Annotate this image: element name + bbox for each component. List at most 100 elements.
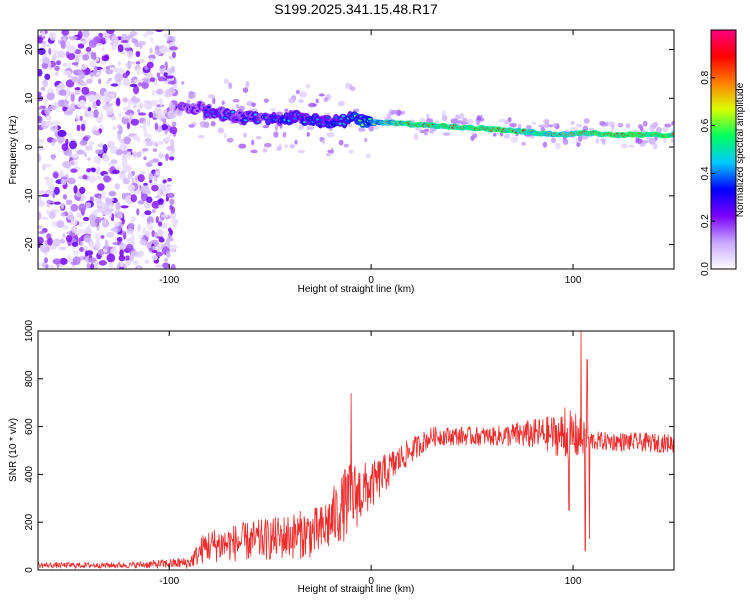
spectrogram-noise-blob [145, 141, 153, 147]
spectrogram-noise-blob [122, 78, 130, 87]
spectrogram-noise-blob [160, 65, 166, 69]
spectrogram-noise-blob [51, 154, 55, 161]
spectrogram-noise-blob [80, 123, 86, 132]
spectrogram-scatter-blob [459, 112, 465, 120]
spectrogram-noise-blob [38, 190, 46, 195]
spectrogram-noise-blob [38, 106, 43, 111]
colorbar-frame [710, 29, 737, 270]
spectrogram-noise-blob [137, 137, 141, 143]
spectrogram-noise-blob [78, 71, 86, 80]
spectrogram-noise-blob [105, 66, 110, 70]
spectrogram-noise-blob [110, 227, 119, 232]
spectrogram-scatter-blob [188, 124, 195, 128]
spectrogram-noise-blob [89, 263, 95, 269]
spectrogram-noise-blob [55, 60, 61, 66]
spectrogram-noise-blob [149, 77, 156, 83]
spectrogram-scatter-blob [322, 139, 326, 145]
spectrogram-scatter-blob [620, 143, 628, 149]
spectrogram-noise-blob [165, 75, 174, 79]
spectrogram-noise-blob [110, 115, 117, 121]
spectrogram-noise-blob [44, 107, 51, 115]
spectrogram-scatter-blob [552, 123, 558, 128]
spectrogram-scatter-blob [638, 124, 643, 129]
spectrogram-scatter-blob [472, 133, 478, 139]
spectrogram-noise-blob [124, 260, 132, 266]
spectrogram-noise-blob [51, 120, 61, 126]
spectrogram-ridge-core [226, 112, 231, 115]
spectrogram-noise-blob [78, 82, 88, 86]
spectrogram-noise-blob [94, 208, 100, 213]
spectrogram-noise-blob [158, 154, 167, 158]
spectrogram-noise-blob [71, 76, 80, 83]
spectrogram-scatter-blob [221, 100, 225, 106]
snr-x-tick-label: 0 [368, 576, 374, 587]
spectrogram-noise-blob [96, 166, 101, 175]
spectrogram-noise-blob [137, 200, 145, 205]
spectrogram-noise-blob [146, 118, 151, 127]
spectrogram-noise-blob [74, 87, 81, 91]
spectrogram-noise-blob [160, 185, 167, 192]
spectrogram-noise-blob [169, 198, 175, 205]
spectrogram-noise-blob [88, 214, 97, 222]
spectrogram-scatter-blob [256, 135, 262, 140]
spectrogram-noise-blob [44, 73, 51, 81]
snr-y-ticks: 0 200 400 600 800 1000 [24, 319, 674, 573]
spectrogram-scatter-blob [521, 141, 526, 146]
spectrogram-noise-blob [158, 98, 163, 103]
spectrogram-noise-blob [48, 185, 55, 192]
spectrogram-scatter-blob [330, 147, 334, 155]
spectrogram-noise-blob [118, 125, 123, 135]
spectrogram-noise-blob [104, 197, 111, 203]
spectrogram-noise-blob [167, 192, 175, 199]
spectrogram-noise-blob [62, 194, 68, 200]
spectrogram-scatter-blob [583, 118, 590, 124]
spectrogram-scatter-blob [365, 153, 371, 159]
spectrogram-x-tick-label: 100 [565, 275, 582, 286]
spectrogram-noise-blob [165, 239, 171, 248]
spectrogram-noise-blob [103, 175, 111, 183]
spectrogram-noise-blob [76, 149, 85, 155]
spectrogram-noise-blob [171, 51, 176, 59]
spectrogram-noise-blob [152, 158, 160, 163]
spectrogram-noise-blob [157, 161, 163, 167]
spectrogram-noise-blob [103, 218, 108, 225]
spectrogram-noise-blob [81, 64, 87, 70]
spectrogram-noise-blob [115, 149, 123, 156]
spectrogram-noise-blob [88, 141, 95, 146]
spectrogram-noise-blob [92, 130, 100, 136]
spectrogram-noise-blob [138, 234, 144, 239]
spectrogram-scatter-blob [625, 123, 631, 129]
spectrogram-noise-blob [80, 241, 84, 247]
spectrogram-scatter-blob [509, 122, 517, 128]
spectrogram-noise-blob [127, 172, 133, 180]
spectrogram-noise-blob [155, 88, 164, 95]
spectrogram-noise-blob [71, 241, 79, 247]
spectrogram-noise-blob [65, 79, 75, 88]
spectrogram-y-tick-label: 0 [24, 144, 35, 150]
spectrogram-noise-blob [70, 161, 75, 165]
spectrogram-noise-blob [46, 91, 55, 101]
spectrogram-noise-blob [160, 214, 169, 218]
spectrogram-noise-blob [42, 56, 50, 64]
spectrogram-noise-blob [65, 235, 73, 243]
spectrogram-scatter-blob [531, 121, 537, 125]
snr-background [38, 331, 674, 570]
spectrogram-scatter-blob [426, 113, 430, 120]
spectrogram-scatter-blob [401, 110, 406, 115]
spectrogram-noise-blob [132, 260, 139, 266]
spectrogram-scatter-blob [648, 137, 656, 145]
spectrogram-noise-blob [67, 61, 72, 70]
spectrogram-noise-blob [169, 156, 175, 161]
spectrogram-noise-blob [62, 224, 69, 230]
spectrogram-noise-blob [156, 141, 165, 145]
spectrogram-noise-blob [136, 67, 141, 76]
spectrogram-scatter-blob [337, 100, 345, 107]
spectrogram-noise-blob [106, 253, 116, 263]
spectrogram-scatter-blob [284, 108, 289, 112]
spectrogram-noise-blob [149, 47, 153, 54]
spectrogram-ridge-core [195, 109, 200, 112]
spectrogram-noise-blob [151, 255, 159, 261]
spectrogram-scatter-blob [298, 99, 304, 104]
spectrogram-noise-blob [117, 113, 123, 118]
